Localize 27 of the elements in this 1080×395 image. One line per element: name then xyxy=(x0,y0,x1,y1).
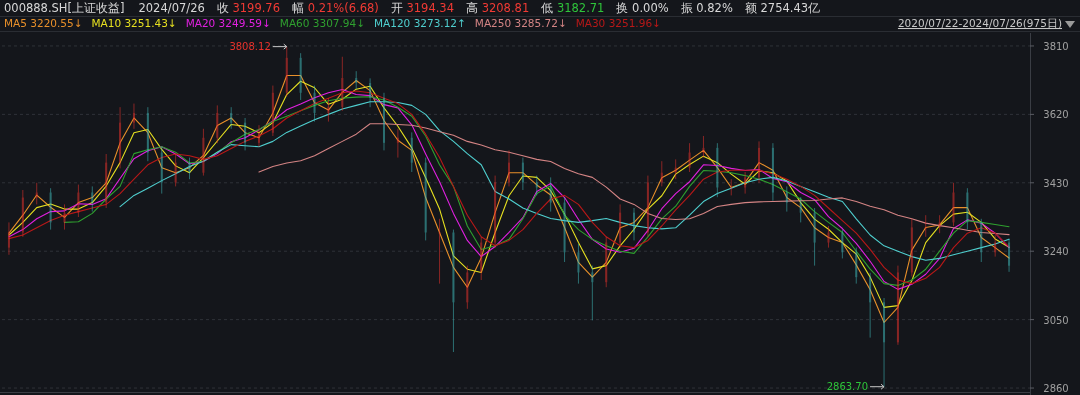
text: MA5 3220.55↓ xyxy=(4,17,83,29)
text: 2024/07/26 xyxy=(138,1,205,15)
text: 额 2754.43亿 xyxy=(744,1,821,15)
text: 低 3182.71 xyxy=(541,1,605,15)
y-tick-label: 3050 xyxy=(1043,314,1069,326)
chart-subtitle: 2020/07/22-2024/07/26(975日) xyxy=(897,17,1062,29)
candlestick xyxy=(730,178,733,196)
y-tick-label: 3430 xyxy=(1043,177,1069,189)
annotation: 2863.70 xyxy=(826,381,869,393)
text: 幅 0.21%(6.68) xyxy=(292,1,379,15)
text: MA30 3251.96↓ xyxy=(575,17,661,29)
text: MA60 3307.94↓ xyxy=(279,17,365,29)
text: 收 3199.76 xyxy=(216,1,280,15)
y-tick-label: 3810 xyxy=(1043,40,1069,52)
annotation: 3808.12 xyxy=(229,41,271,53)
text: MA10 3251.43↓ xyxy=(91,17,177,29)
text: MA120 3273.12↑ xyxy=(374,17,466,29)
y-tick-label: 2860 xyxy=(1043,383,1069,395)
text: 换 0.00% xyxy=(616,1,669,15)
chart-title: 000888.SH[上证收益] xyxy=(4,1,125,15)
text: MA20 3249.59↓ xyxy=(185,17,271,29)
text: 高 3208.81 xyxy=(466,1,530,15)
y-tick-label: 3240 xyxy=(1043,246,1069,258)
y-tick-label: 3620 xyxy=(1043,109,1069,121)
text: 开 3194.34 xyxy=(390,1,454,15)
text: 振 0.82% xyxy=(680,1,733,15)
text: MA250 3285.72↓ xyxy=(474,17,567,29)
